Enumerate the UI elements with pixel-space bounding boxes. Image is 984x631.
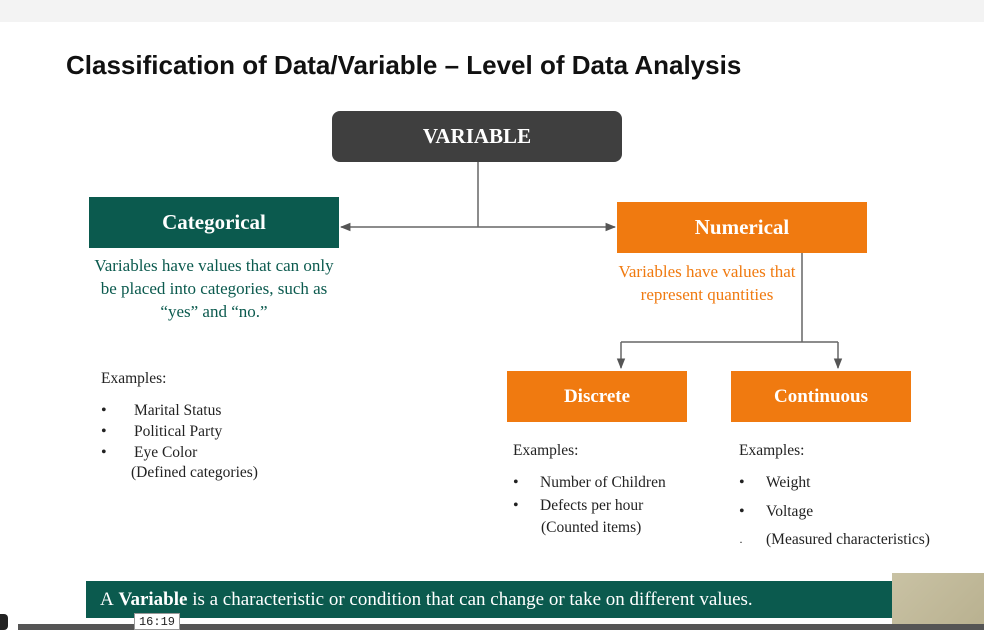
examples-label: Examples: <box>513 442 579 459</box>
examples-list: Weight Voltage <box>739 472 939 522</box>
definition-text: is a characteristic or condition that ca… <box>192 588 753 610</box>
bullet-dot-icon: · <box>739 535 743 549</box>
continuous-node: Continuous <box>731 371 911 422</box>
discrete-examples: Examples: Number of Children Defects per… <box>513 442 723 538</box>
list-item: Voltage <box>739 501 939 522</box>
examples-note: (Measured characteristics) <box>766 531 930 548</box>
numerical-node: Numerical <box>617 202 867 253</box>
discrete-node: Discrete <box>507 371 687 422</box>
player-left-handle[interactable] <box>0 614 8 630</box>
list-item: Weight <box>739 472 939 493</box>
slide-title: Classification of Data/Variable – Level … <box>66 50 742 80</box>
list-item: Defects per hour <box>513 495 723 516</box>
examples-note: (Counted items) <box>541 519 642 536</box>
examples-note: (Defined categories) <box>131 464 258 481</box>
variable-node: VARIABLE <box>332 111 622 162</box>
definition-prefix: A <box>100 588 114 610</box>
examples-list: Marital Status Political Party Eye Color <box>101 400 361 463</box>
numerical-description: Variables have values that represent qua… <box>618 262 796 304</box>
list-item: Marital Status <box>101 400 361 421</box>
definition-banner: A Variable is a characteristic or condit… <box>86 581 892 618</box>
video-progress-bar[interactable] <box>18 624 984 630</box>
categorical-description: Variables have values that can only be p… <box>94 256 334 321</box>
list-item: Political Party <box>101 421 361 442</box>
examples-list: Number of Children Defects per hour <box>513 472 723 516</box>
categorical-examples: Examples: Marital Status Political Party… <box>101 370 361 483</box>
continuous-examples: Examples: Weight Voltage · (Measured cha… <box>739 442 939 550</box>
examples-label: Examples: <box>739 442 805 459</box>
list-item: Number of Children <box>513 472 723 493</box>
examples-note-wrap: · (Measured characteristics) <box>739 530 939 550</box>
list-item: Eye Color <box>101 442 361 463</box>
examples-label: Examples: <box>101 370 167 387</box>
top-bar <box>0 0 984 22</box>
definition-bold-term: Variable <box>118 588 188 610</box>
video-timestamp: 16:19 <box>134 613 180 630</box>
categorical-node: Categorical <box>89 197 339 248</box>
webcam-thumbnail <box>892 573 984 625</box>
